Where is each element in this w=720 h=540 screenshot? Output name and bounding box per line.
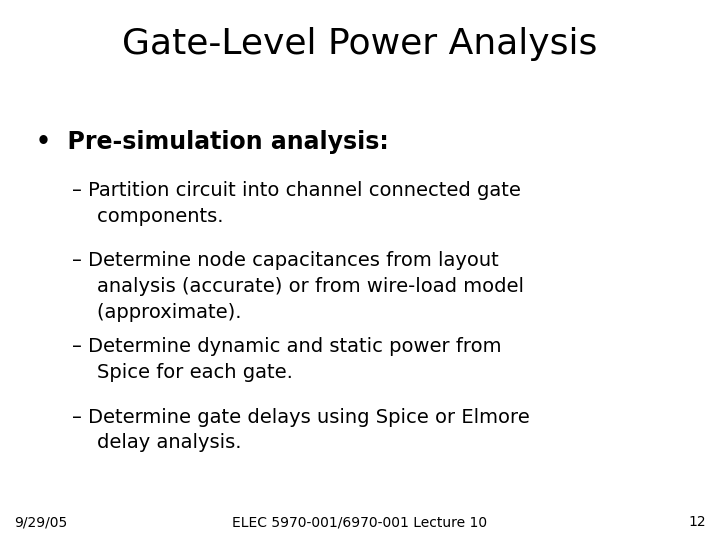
Text: •  Pre-simulation analysis:: • Pre-simulation analysis: [36, 130, 389, 153]
Text: – Partition circuit into channel connected gate
    components.: – Partition circuit into channel connect… [72, 181, 521, 226]
Text: – Determine gate delays using Spice or Elmore
    delay analysis.: – Determine gate delays using Spice or E… [72, 408, 530, 453]
Text: Gate-Level Power Analysis: Gate-Level Power Analysis [122, 27, 598, 61]
Text: ELEC 5970-001/6970-001 Lecture 10: ELEC 5970-001/6970-001 Lecture 10 [233, 515, 487, 529]
Text: 12: 12 [688, 515, 706, 529]
Text: 9/29/05: 9/29/05 [14, 515, 68, 529]
Text: – Determine dynamic and static power from
    Spice for each gate.: – Determine dynamic and static power fro… [72, 338, 502, 382]
Text: – Determine node capacitances from layout
    analysis (accurate) or from wire-l: – Determine node capacitances from layou… [72, 251, 524, 322]
